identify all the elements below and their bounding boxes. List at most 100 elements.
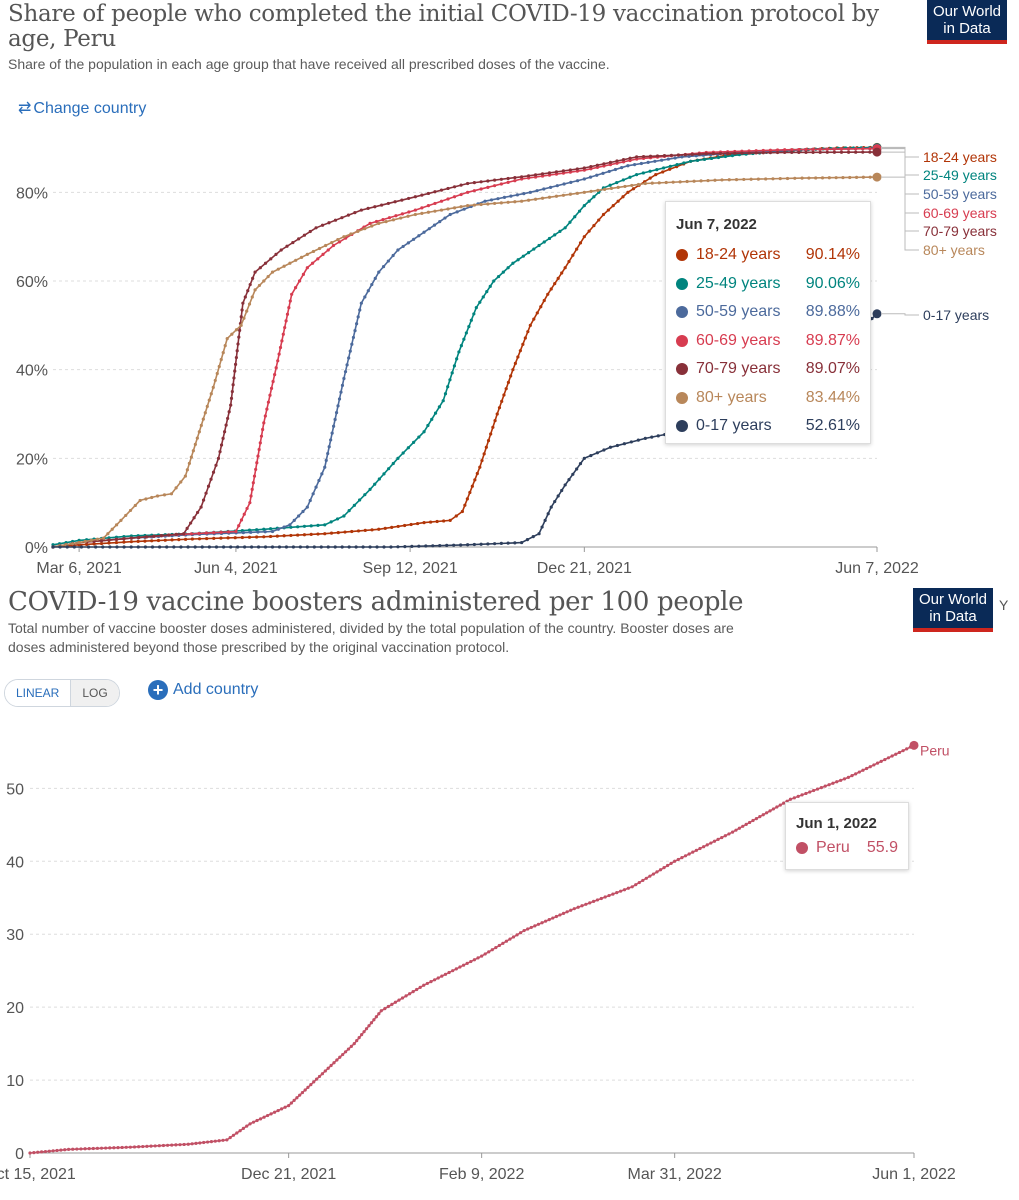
series-marker [204,531,208,535]
y-tick-label: 50 [6,781,24,798]
series-marker [796,794,800,798]
series-marker [666,157,670,161]
series-marker [622,888,627,892]
series-marker [364,1027,369,1031]
series-marker [32,1151,36,1155]
series-marker [339,390,343,394]
series-marker [706,178,710,183]
series-marker [433,190,437,194]
series-marker [403,523,407,528]
series-marker [562,182,566,186]
series-marker [245,309,249,313]
series-marker [87,1147,91,1151]
series-marker [394,214,398,218]
series-marker [560,271,564,275]
series-marker [628,175,632,179]
series-marker [509,374,513,378]
series-marker [454,967,458,971]
series-marker [182,532,186,536]
series-marker [51,1149,55,1153]
series-marker [258,1117,263,1121]
series-marker [287,1103,291,1108]
series-marker [561,911,566,915]
series-marker [99,541,104,546]
series-marker [749,177,753,181]
series-marker [152,534,156,538]
series-marker [224,423,228,427]
series-marker [255,1118,259,1123]
linear-scale-button[interactable]: LINEAR [5,680,72,706]
series-marker [615,180,619,185]
series-marker [167,533,171,537]
owid-logo-2[interactable]: Our World in Data [913,588,993,632]
series-marker [381,264,386,269]
series-marker [543,518,547,523]
owid-logo[interactable]: Our World in Data [927,0,1007,44]
series-marker [236,342,240,346]
series-marker [668,164,672,168]
series-marker [417,234,421,238]
series-marker [189,521,193,525]
series-marker [413,208,417,212]
series-marker [448,378,452,382]
series-marker [315,1077,319,1081]
series-marker [848,175,852,180]
change-country-button[interactable]: ⇄ Change country [18,98,146,118]
series-marker [221,545,226,549]
series-marker [162,493,167,497]
series-marker [616,185,620,190]
series-marker [654,173,658,177]
series-marker [497,406,502,410]
series-marker [727,832,731,836]
series-marker [592,223,596,228]
series-marker [219,536,223,540]
series-marker [298,1093,302,1097]
series-marker [800,176,804,180]
series-marker [212,531,216,535]
series-marker [537,243,541,248]
add-country-button[interactable]: + Add country [148,680,258,700]
series-marker [356,315,360,319]
series-marker [546,512,550,516]
series-marker [59,1148,63,1152]
series-marker [436,976,440,980]
x-tick-label: Jun 4, 2021 [194,560,278,577]
x-tick-label: Dec 21, 2021 [537,560,632,577]
series-marker [329,438,333,442]
series-marker [233,362,238,366]
series-marker [523,336,527,340]
series-marker [219,357,223,362]
series-marker [195,510,200,515]
series-marker [607,893,611,898]
series-marker [391,253,395,258]
series-marker [401,451,405,455]
series-marker [110,527,114,531]
series-marker [754,151,758,155]
series-marker [459,192,463,197]
series-marker [494,945,498,950]
series-marker [823,784,827,788]
series-marker [363,227,367,231]
logo-line-2: in Data [943,20,991,37]
series-marker [713,178,717,182]
series-marker [288,299,292,303]
log-scale-button[interactable]: LOG [71,680,119,706]
series-marker [496,197,500,201]
series-marker [276,527,280,531]
series-marker [476,956,480,960]
series-marker [320,1072,325,1076]
series-marker [223,344,227,348]
series-marker [336,238,340,242]
series-marker [221,350,225,355]
series-marker [214,463,218,467]
series-marker [501,941,505,945]
series-marker [705,843,709,847]
series-marker [369,1021,374,1025]
series-marker [502,195,507,199]
series-marker [391,461,395,466]
series-marker [520,175,524,179]
series-marker [67,1147,71,1151]
series-marker [861,150,865,154]
series-marker [584,902,588,906]
series-marker [288,261,292,265]
